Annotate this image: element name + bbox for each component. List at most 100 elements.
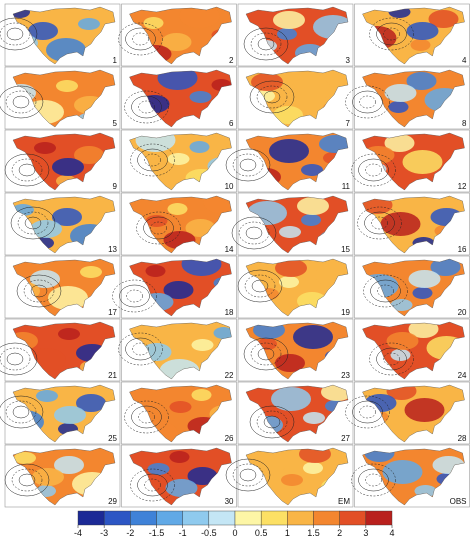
anomaly-patch bbox=[169, 401, 192, 413]
colorbar-segment bbox=[77, 510, 105, 526]
panel-label: 17 bbox=[108, 308, 117, 317]
anomaly-patch bbox=[191, 389, 212, 401]
colorbar-segment bbox=[156, 510, 183, 526]
map-panel: OBS bbox=[351, 444, 470, 508]
anomaly-patch bbox=[76, 394, 106, 412]
contour-line bbox=[250, 32, 282, 56]
anomaly-patch bbox=[161, 33, 192, 51]
coastline bbox=[12, 447, 116, 506]
anomaly-patch bbox=[249, 449, 289, 473]
coastline bbox=[245, 132, 349, 191]
map-panel: 2 bbox=[118, 3, 237, 67]
anomaly-patch bbox=[145, 265, 166, 277]
colorbar-tick-label: 1.5 bbox=[307, 528, 320, 538]
contour-line bbox=[244, 274, 276, 298]
anomaly-patch bbox=[404, 398, 445, 422]
contour-line bbox=[12, 95, 30, 109]
anomaly-patch bbox=[277, 28, 297, 40]
contour-line bbox=[370, 279, 401, 303]
anomaly-patch bbox=[414, 485, 437, 497]
anomaly-patch bbox=[293, 325, 333, 349]
coastline bbox=[12, 321, 116, 380]
anomaly-patch bbox=[303, 412, 325, 424]
contour-line bbox=[352, 400, 383, 424]
anomaly-patch bbox=[169, 451, 190, 463]
anomaly-patch bbox=[386, 332, 419, 350]
anomaly-patch bbox=[54, 456, 84, 474]
panel-label: 19 bbox=[341, 308, 350, 317]
anomaly-patch bbox=[406, 72, 437, 90]
contour-line bbox=[112, 279, 157, 313]
colorbar-tick-label: 1 bbox=[285, 528, 290, 538]
panel-label: 9 bbox=[113, 182, 118, 191]
map-panel: 21 bbox=[0, 318, 121, 382]
contour-line bbox=[131, 405, 162, 429]
contour-line bbox=[11, 158, 43, 182]
anomaly-patch bbox=[36, 390, 58, 402]
colorbar-tick-label: -3 bbox=[100, 528, 108, 538]
anomaly-patch bbox=[187, 467, 218, 485]
coastline bbox=[129, 447, 232, 506]
anomaly-patch bbox=[384, 84, 417, 102]
contour-line bbox=[10, 206, 56, 240]
colorbar-segment bbox=[313, 510, 340, 526]
colorbar-tick-label: -1 bbox=[179, 528, 187, 538]
contour-line bbox=[359, 95, 376, 109]
coastline bbox=[362, 321, 465, 380]
contour-line bbox=[345, 395, 390, 429]
contour-line bbox=[256, 85, 288, 109]
contour-line bbox=[150, 221, 167, 235]
colorbar-tick-label: 3 bbox=[363, 528, 368, 538]
anomaly-patch bbox=[380, 212, 421, 236]
map-panel: 9 bbox=[4, 129, 121, 193]
colorbar-tick-label: 0.5 bbox=[255, 528, 268, 538]
anomaly-patch bbox=[181, 259, 222, 276]
anomaly-patch bbox=[291, 77, 331, 101]
contour-line bbox=[6, 27, 24, 41]
panel-label: 16 bbox=[458, 245, 467, 254]
panel-label: 18 bbox=[225, 308, 234, 317]
contour-line bbox=[358, 158, 389, 182]
anomaly-patch bbox=[251, 73, 283, 91]
contour-line bbox=[245, 226, 263, 240]
anomaly-patch bbox=[56, 80, 78, 92]
coastline bbox=[12, 258, 116, 317]
colorbar-tick-label: 2 bbox=[337, 528, 342, 538]
anomaly-patch bbox=[402, 150, 443, 174]
map-panel: 12 bbox=[351, 129, 470, 193]
contour-line bbox=[126, 289, 143, 303]
land bbox=[13, 448, 115, 505]
contour-line bbox=[4, 153, 50, 187]
map-panel: 20 bbox=[354, 255, 470, 319]
anomaly-patch bbox=[410, 39, 431, 51]
contour-line bbox=[250, 342, 282, 366]
anomaly-patch bbox=[384, 134, 415, 152]
map-panel: 13 bbox=[4, 192, 121, 256]
contour-line bbox=[125, 337, 156, 361]
map-panel: 18 bbox=[112, 255, 237, 319]
panel-label: 8 bbox=[462, 119, 467, 128]
map-panel: 14 bbox=[121, 192, 237, 256]
contour-line bbox=[257, 347, 275, 361]
contour-line bbox=[376, 22, 407, 46]
contour-line bbox=[232, 463, 264, 487]
contour-line bbox=[118, 22, 163, 56]
anomaly-patch bbox=[281, 474, 303, 486]
contour-line bbox=[251, 279, 269, 293]
contour-line bbox=[376, 347, 407, 371]
map-panel: 26 bbox=[121, 381, 237, 445]
anomaly-patch bbox=[189, 141, 210, 153]
panel-label: 6 bbox=[229, 119, 234, 128]
anomaly-patch bbox=[80, 266, 102, 278]
coastline bbox=[362, 195, 465, 254]
anomaly-field bbox=[366, 72, 465, 125]
anomaly-patch bbox=[412, 287, 433, 299]
contour-line bbox=[249, 80, 295, 114]
contour-line bbox=[144, 478, 161, 492]
colorbar-segment bbox=[234, 510, 262, 526]
panel-label: 28 bbox=[458, 434, 467, 443]
map-panel: 6 bbox=[121, 66, 237, 130]
map-panel: 28 bbox=[345, 381, 470, 445]
anomaly-patch bbox=[143, 17, 164, 29]
panel-label: 26 bbox=[225, 434, 234, 443]
